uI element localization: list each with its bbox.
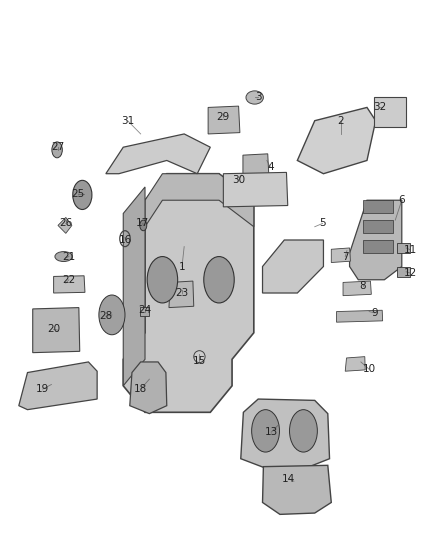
Ellipse shape [55,252,72,262]
Circle shape [290,410,318,452]
Polygon shape [145,174,254,227]
Text: 21: 21 [62,252,75,262]
Text: 4: 4 [267,162,274,172]
Text: 29: 29 [217,112,230,123]
Polygon shape [262,465,331,514]
Text: 1: 1 [179,262,185,271]
Polygon shape [106,134,210,174]
Bar [396,266,410,277]
Bar [363,240,393,253]
Text: 32: 32 [374,102,387,112]
Text: 10: 10 [363,364,376,374]
Circle shape [73,180,92,209]
Polygon shape [336,310,383,322]
Text: 24: 24 [138,304,152,314]
Bar [140,307,149,316]
Polygon shape [53,276,85,293]
Polygon shape [223,172,288,207]
Polygon shape [262,240,323,293]
Text: 13: 13 [265,427,278,437]
Circle shape [140,220,147,231]
Circle shape [52,142,62,158]
Text: 28: 28 [99,311,113,321]
Text: 25: 25 [71,189,84,199]
Text: 15: 15 [193,356,206,366]
Polygon shape [208,106,240,134]
Polygon shape [374,98,406,127]
Text: 2: 2 [338,116,344,126]
Text: 5: 5 [319,219,326,229]
Text: 26: 26 [59,219,72,229]
Polygon shape [169,281,194,308]
Text: 22: 22 [62,274,75,285]
Text: 12: 12 [404,268,417,278]
Polygon shape [331,248,350,263]
Polygon shape [297,108,376,174]
Text: 23: 23 [175,288,189,298]
Text: 16: 16 [119,235,132,245]
Text: 9: 9 [371,308,378,318]
Text: 31: 31 [121,116,134,126]
Circle shape [252,410,279,452]
Circle shape [147,256,178,303]
Polygon shape [58,217,72,233]
Text: 27: 27 [51,142,64,152]
Polygon shape [123,174,254,413]
Text: 14: 14 [282,474,295,483]
Text: 19: 19 [36,384,49,394]
Text: 20: 20 [47,325,60,335]
Polygon shape [241,399,329,468]
Polygon shape [19,362,97,410]
Circle shape [204,256,234,303]
Polygon shape [345,357,365,371]
Circle shape [99,295,125,335]
Polygon shape [33,308,80,353]
Text: 18: 18 [134,384,147,394]
Text: 17: 17 [136,219,149,229]
Text: 30: 30 [232,175,245,185]
Polygon shape [243,154,269,182]
Text: 8: 8 [359,281,366,292]
Polygon shape [123,187,145,386]
Bar [363,220,393,233]
Text: 7: 7 [342,252,349,262]
Bar [363,200,393,214]
Polygon shape [130,362,167,414]
Ellipse shape [194,351,205,362]
Ellipse shape [246,91,263,104]
Bar [396,243,410,253]
Text: 6: 6 [399,195,405,205]
Polygon shape [343,281,371,296]
Polygon shape [350,200,402,280]
Text: 11: 11 [404,245,417,255]
Text: 3: 3 [255,93,261,102]
